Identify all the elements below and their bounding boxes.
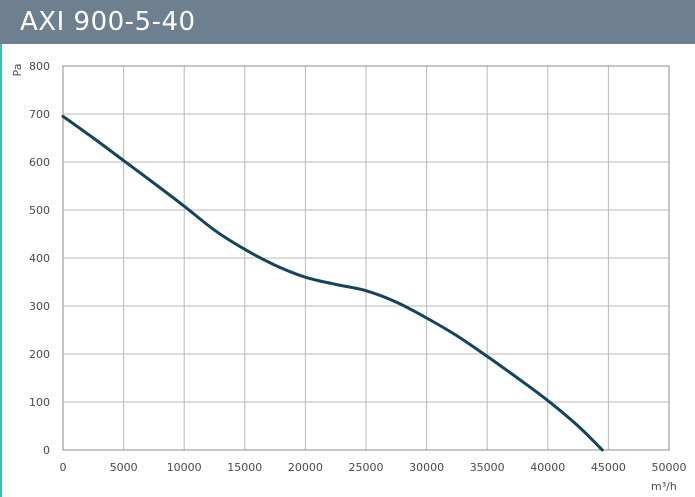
y-tick-label: 400	[29, 252, 50, 265]
y-tick-label: 800	[29, 60, 50, 73]
y-tick-label: 0	[43, 444, 50, 457]
x-tick-label: 50000	[652, 461, 687, 474]
x-tick-label: 35000	[470, 461, 505, 474]
y-axis-ticks: 0 100 200 300 400 500 600 700 800	[29, 60, 50, 457]
y-tick-label: 600	[29, 156, 50, 169]
y-axis-label: Pa	[11, 64, 24, 77]
series-curve	[61, 114, 604, 452]
y-tick-label: 300	[29, 300, 50, 313]
page-title: AXI 900-5-40	[20, 7, 196, 37]
y-tick-label: 500	[29, 204, 50, 217]
plot-frame	[62, 65, 670, 451]
x-axis-label: m³/h	[651, 480, 677, 493]
x-tick-label: 40000	[530, 461, 565, 474]
x-tick-label: 45000	[591, 461, 626, 474]
title-bar: AXI 900-5-40	[0, 0, 695, 44]
x-axis-ticks: 0 5000 10000 15000 20000 25000 30000 35000 40000…	[60, 461, 687, 474]
grid	[62, 65, 670, 451]
x-tick-label: 0	[60, 461, 67, 474]
x-tick-label: 5000	[110, 461, 138, 474]
x-tick-label: 25000	[349, 461, 384, 474]
x-tick-label: 10000	[167, 461, 202, 474]
y-tick-label: 700	[29, 108, 50, 121]
y-tick-label: 200	[29, 348, 50, 361]
x-tick-label: 20000	[288, 461, 323, 474]
x-tick-label: 15000	[227, 461, 262, 474]
y-tick-label: 100	[29, 396, 50, 409]
x-tick-label: 30000	[409, 461, 444, 474]
